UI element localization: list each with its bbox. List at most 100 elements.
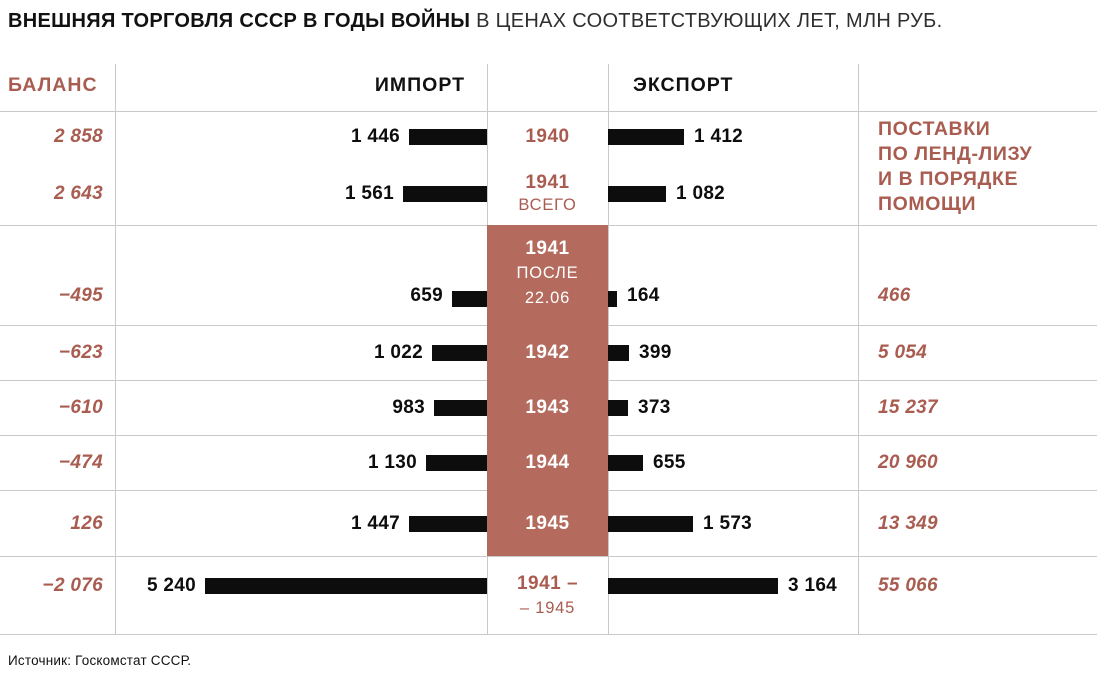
- table-row: −623 1 022 1942 399 5 054: [0, 325, 1097, 380]
- table-row: −2 076 5 240 1941 – – 1945 3 164 55 066: [0, 556, 1097, 635]
- import-cell: 5 240: [115, 557, 487, 634]
- import-value: 5 240: [146, 575, 196, 596]
- balance-value: −2 076: [42, 575, 103, 596]
- export-cell: 3 164: [608, 557, 858, 634]
- lendlease-value: 20 960: [878, 452, 938, 473]
- export-bar: [608, 291, 617, 307]
- table-row: −610 983 1943 373 15 237: [0, 380, 1097, 435]
- export-cell: 1 573: [608, 491, 858, 556]
- balance-value: −495: [59, 285, 103, 306]
- year-label: 1941: [525, 171, 570, 193]
- import-bar: [409, 515, 487, 532]
- import-cell: 1 130: [115, 436, 487, 490]
- import-cell: 1 022: [115, 326, 487, 380]
- export-bar: [608, 455, 643, 471]
- import-bar: [403, 185, 487, 202]
- export-bar: [608, 400, 628, 416]
- lendlease-header-line: ПОСТАВКИ: [878, 118, 991, 140]
- grid-vline-lendlease: [858, 64, 859, 635]
- balance-column-header: БАЛАНС: [8, 74, 98, 96]
- export-bar: [608, 515, 693, 532]
- balance-value: −623: [59, 342, 103, 363]
- import-header-cell: ИМПОРТ: [115, 60, 487, 111]
- import-value: 1 561: [344, 182, 394, 204]
- year-label: ПОСЛЕ: [516, 264, 579, 282]
- year-cell: 1942: [487, 326, 608, 380]
- import-value: 1 130: [367, 452, 417, 473]
- column-headers: БАЛАНС ИМПОРТ ЭКСПОРТ: [0, 60, 1097, 112]
- balance-value: 2 643: [53, 182, 103, 204]
- table-row: 2 643 1 561 1941 ВСЕГО 1 082: [0, 162, 1097, 225]
- export-cell: 655: [608, 436, 858, 490]
- balance-cell: −2 076: [0, 557, 115, 634]
- balance-cell: 126: [0, 491, 115, 556]
- import-cell: 1 446: [115, 112, 487, 162]
- export-bar: [608, 578, 778, 594]
- export-value: 3 164: [788, 575, 838, 596]
- balance-value: −474: [59, 452, 103, 473]
- year-label: 1941 –: [516, 572, 579, 594]
- export-cell: 1 082: [608, 162, 858, 225]
- import-bar: [205, 578, 487, 594]
- import-bar: [452, 291, 487, 307]
- import-cell: 1 561: [115, 162, 487, 225]
- balance-cell: −474: [0, 436, 115, 490]
- year-label: 22.06: [524, 289, 571, 307]
- import-value: 1 022: [373, 342, 423, 363]
- balance-value: 126: [70, 512, 103, 534]
- lendlease-header-cell: [858, 60, 1097, 111]
- import-value: 983: [392, 397, 425, 418]
- export-column-header: ЭКСПОРТ: [633, 74, 734, 96]
- war-period-band: [487, 225, 608, 556]
- lendlease-cell: 13 349: [858, 491, 1097, 556]
- year-label: 1945: [525, 512, 570, 534]
- year-header-cell: [487, 60, 608, 111]
- export-value: 655: [653, 452, 686, 473]
- year-label: 1944: [525, 452, 570, 473]
- import-cell: 983: [115, 381, 487, 435]
- lendlease-value: 466: [878, 285, 911, 306]
- page-title: ВНЕШНЯЯ ТОРГОВЛЯ СССР В ГОДЫ ВОЙНЫ: [8, 10, 471, 32]
- import-bar: [426, 455, 487, 471]
- import-bar: [432, 345, 487, 361]
- import-value: 659: [410, 285, 443, 306]
- import-bar: [409, 129, 487, 145]
- lendlease-cell: 466: [858, 226, 1097, 325]
- import-value: 1 446: [350, 126, 400, 147]
- year-label: 1942: [525, 342, 570, 363]
- table-row: 2 858 1 446 1940 1 412: [0, 112, 1097, 162]
- export-value: 373: [638, 397, 671, 418]
- grid-vline-balance: [115, 64, 116, 635]
- balance-cell: −495: [0, 226, 115, 325]
- export-cell: 1 412: [608, 112, 858, 162]
- import-bar: [434, 400, 487, 416]
- lendlease-value: 5 054: [878, 342, 928, 363]
- year-cell: 1940: [487, 112, 608, 162]
- export-value: 1 573: [703, 512, 753, 534]
- table-row: −474 1 130 1944 655 20 960: [0, 435, 1097, 490]
- export-value: 1 412: [694, 126, 744, 147]
- lendlease-value: 55 066: [878, 575, 938, 596]
- year-cell: 1944: [487, 436, 608, 490]
- lendlease-header-line: ПОМОЩИ: [878, 193, 977, 215]
- title-bar: ВНЕШНЯЯ ТОРГОВЛЯ СССР В ГОДЫ ВОЙНЫ В ЦЕН…: [0, 0, 1097, 60]
- table-row: −495 659 1941 ПОСЛЕ 22.06 164 466: [0, 225, 1097, 325]
- import-value: 1 447: [350, 512, 400, 534]
- year-label: 1943: [525, 397, 570, 418]
- year-label: 1940: [525, 126, 570, 147]
- year-cell: 1941 ВСЕГО: [487, 162, 608, 225]
- export-value: 399: [639, 342, 672, 363]
- import-cell: 1 447: [115, 491, 487, 556]
- export-cell: 373: [608, 381, 858, 435]
- balance-cell: 2 858: [0, 112, 115, 162]
- lendlease-value: 15 237: [878, 397, 938, 418]
- balance-header-cell: БАЛАНС: [0, 60, 115, 111]
- lendlease-column-header: ПОСТАВКИ ПО ЛЕНД-ЛИЗУ И В ПОРЯДКЕ ПОМОЩИ: [878, 117, 1090, 217]
- balance-value: 2 858: [53, 126, 103, 147]
- lendlease-header-line: И В ПОРЯДКЕ: [878, 168, 1019, 190]
- year-cell: 1945: [487, 491, 608, 556]
- import-cell: 659: [115, 226, 487, 325]
- chart-rows: 2 858 1 446 1940 1 412 2 643 1 561 1941 ВСЕГО 1 …: [0, 112, 1097, 635]
- source-note: Источник: Госкомстат СССР.: [8, 653, 192, 668]
